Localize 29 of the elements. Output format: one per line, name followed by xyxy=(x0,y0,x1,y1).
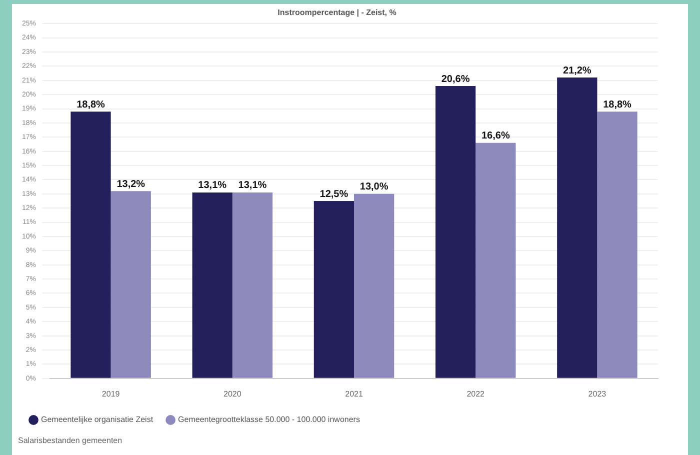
data-label: 18,8% xyxy=(76,99,106,110)
data-label: 21,2% xyxy=(562,65,592,76)
x-tick-label: 2021 xyxy=(345,389,364,398)
text: Salarisbestanden gemeenten xyxy=(18,436,122,445)
bar xyxy=(232,192,273,378)
x-tick-label: 2020 xyxy=(224,389,242,398)
bar xyxy=(70,112,111,378)
data-label: 12,5% xyxy=(320,188,348,200)
data-label: 13,1% xyxy=(238,180,267,192)
legend-label: Gemeentelijke organisatie Zeist xyxy=(41,415,154,424)
legend-label: Gemeentegrootteklasse 50.000 - 100.000 inwoners xyxy=(178,415,360,424)
data-label: 13,0% xyxy=(360,182,388,193)
bar xyxy=(435,86,476,378)
data-label: 16,6% xyxy=(481,130,510,142)
x-tick-label: 2023 xyxy=(588,389,607,398)
bar xyxy=(192,192,232,378)
bar xyxy=(597,112,638,378)
data-label: 13,1% xyxy=(198,180,227,192)
x-tick-label: 2022 xyxy=(466,389,486,398)
bar xyxy=(476,142,516,378)
bar xyxy=(354,194,394,378)
bar xyxy=(110,191,151,378)
chart-title: Instroompercentage | - Zeist, % xyxy=(278,8,396,18)
data-label: 20,6% xyxy=(441,74,470,85)
data-label: 18,8% xyxy=(603,99,632,110)
bar xyxy=(314,201,354,378)
x-tick-label: 2019 xyxy=(102,389,120,398)
bar xyxy=(557,78,598,378)
data-label: 13,2% xyxy=(116,178,146,190)
